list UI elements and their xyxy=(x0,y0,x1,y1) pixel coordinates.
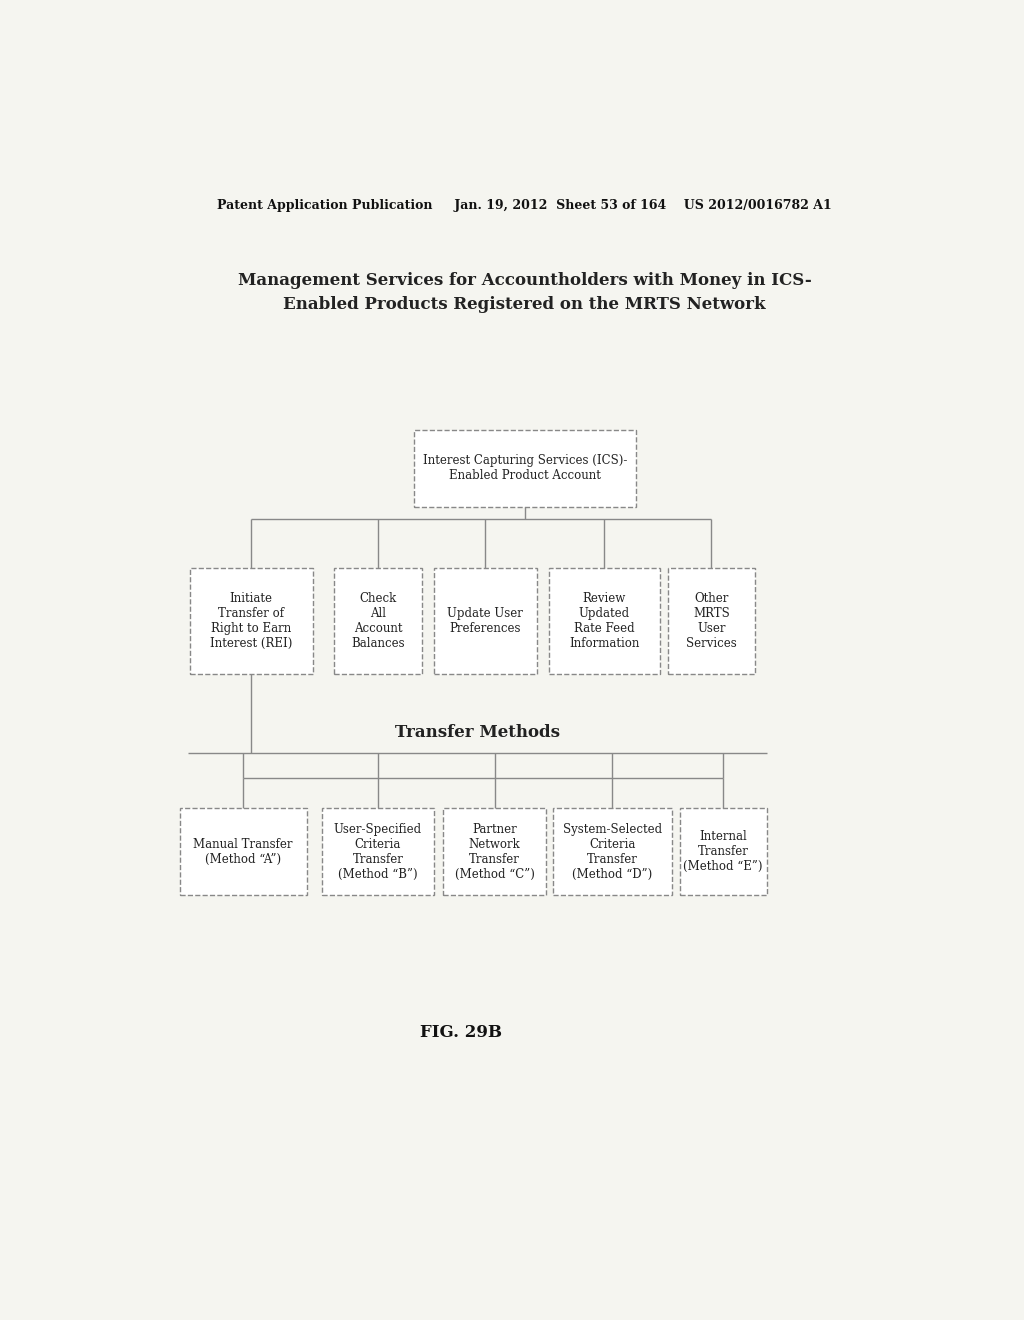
Text: User-Specified
Criteria
Transfer
(Method “B”): User-Specified Criteria Transfer (Method… xyxy=(334,822,422,880)
Text: Partner
Network
Transfer
(Method “C”): Partner Network Transfer (Method “C”) xyxy=(455,822,535,880)
Text: Other
MRTS
User
Services: Other MRTS User Services xyxy=(686,591,736,649)
Text: Internal
Transfer
(Method “E”): Internal Transfer (Method “E”) xyxy=(683,830,763,873)
FancyBboxPatch shape xyxy=(680,808,767,895)
Text: Review
Updated
Rate Feed
Information: Review Updated Rate Feed Information xyxy=(569,591,639,649)
Text: Manual Transfer
(Method “A”): Manual Transfer (Method “A”) xyxy=(194,838,293,866)
FancyBboxPatch shape xyxy=(668,568,755,675)
Text: System-Selected
Criteria
Transfer
(Method “D”): System-Selected Criteria Transfer (Metho… xyxy=(562,822,662,880)
Text: Update User
Preferences: Update User Preferences xyxy=(447,607,523,635)
Text: Patent Application Publication     Jan. 19, 2012  Sheet 53 of 164    US 2012/001: Patent Application Publication Jan. 19, … xyxy=(217,198,833,211)
Text: Interest Capturing Services (ICS)-
Enabled Product Account: Interest Capturing Services (ICS)- Enabl… xyxy=(423,454,627,482)
FancyBboxPatch shape xyxy=(433,568,537,675)
Text: Initiate
Transfer of
Right to Earn
Interest (REI): Initiate Transfer of Right to Earn Inter… xyxy=(210,591,292,649)
FancyBboxPatch shape xyxy=(179,808,306,895)
FancyBboxPatch shape xyxy=(443,808,546,895)
Text: Enabled Products Registered on the MRTS Network: Enabled Products Registered on the MRTS … xyxy=(284,296,766,313)
Text: FIG. 29B: FIG. 29B xyxy=(420,1024,503,1041)
Text: Transfer Methods: Transfer Methods xyxy=(394,725,560,741)
FancyBboxPatch shape xyxy=(323,808,433,895)
FancyBboxPatch shape xyxy=(334,568,422,675)
FancyBboxPatch shape xyxy=(553,808,672,895)
FancyBboxPatch shape xyxy=(189,568,312,675)
Text: Management Services for Accountholders with Money in ICS-: Management Services for Accountholders w… xyxy=(238,272,812,289)
FancyBboxPatch shape xyxy=(414,430,636,507)
FancyBboxPatch shape xyxy=(549,568,659,675)
Text: Check
All
Account
Balances: Check All Account Balances xyxy=(351,591,404,649)
